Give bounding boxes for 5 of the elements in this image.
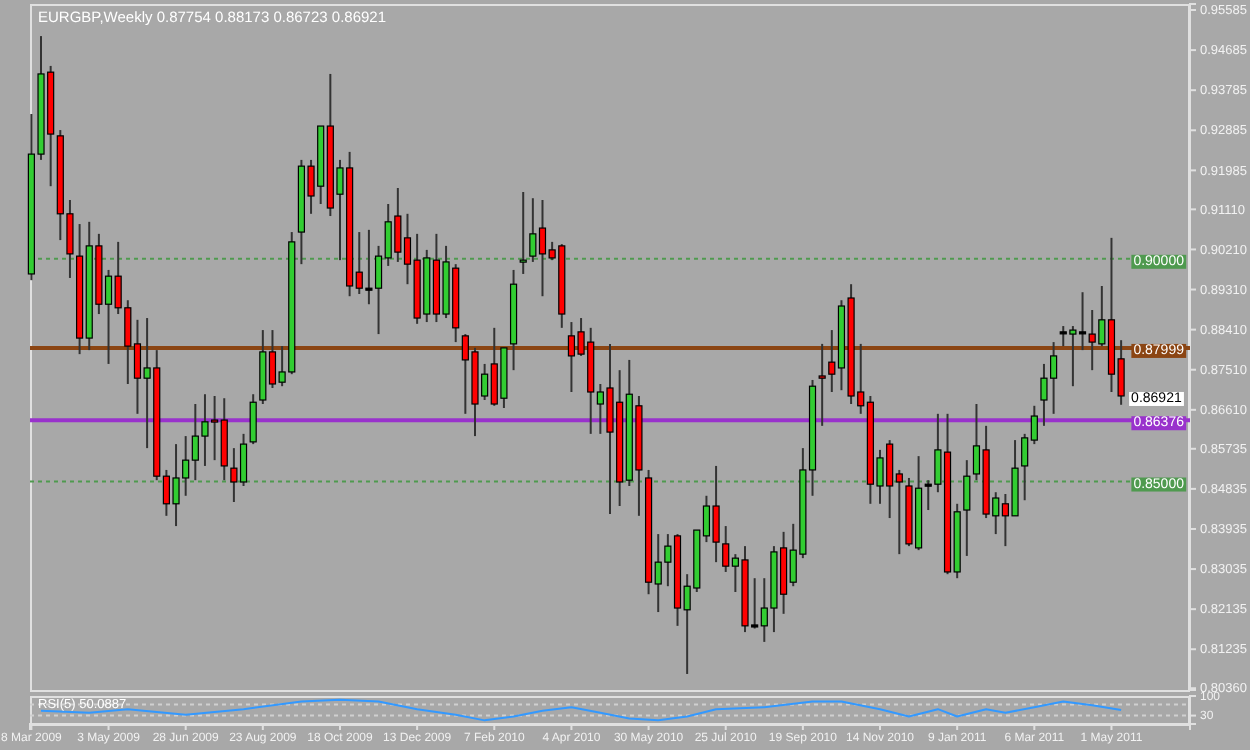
candlestick bbox=[519, 190, 527, 275]
line-series bbox=[40, 698, 1123, 722]
candlestick bbox=[818, 342, 826, 427]
candlestick bbox=[963, 459, 971, 557]
candlestick bbox=[249, 393, 257, 446]
